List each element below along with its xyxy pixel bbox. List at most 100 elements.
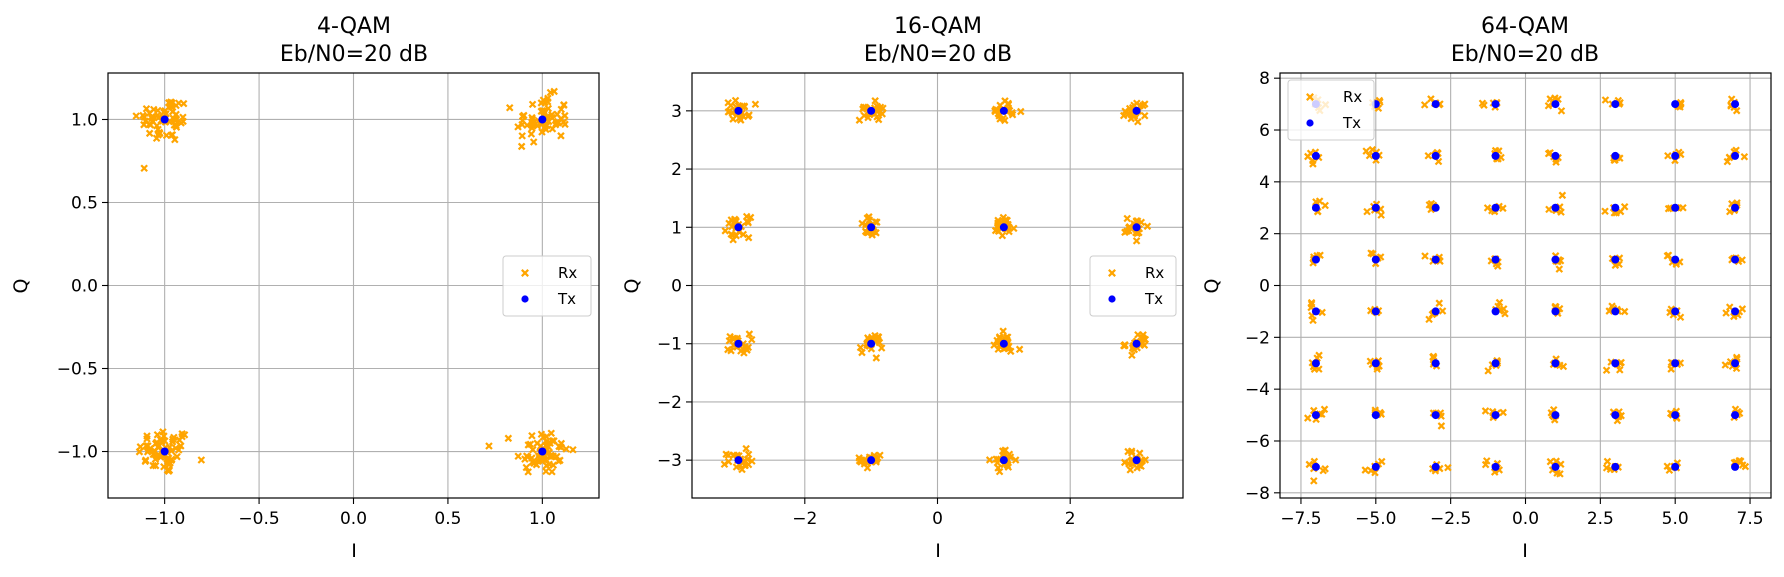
- marker-stroke: [1016, 107, 1025, 116]
- marker-stroke: [992, 105, 1000, 114]
- rx-point: [1605, 307, 1614, 315]
- rx-point: [727, 346, 735, 355]
- rx-point: [527, 130, 536, 138]
- marker-stroke: [547, 429, 556, 438]
- rx-point: [722, 450, 730, 459]
- marker-stroke: [1608, 302, 1616, 310]
- y-axis-label: Q: [1201, 279, 1223, 294]
- rx-point: [1732, 106, 1741, 115]
- marker-stroke: [177, 442, 185, 450]
- marker-stroke: [146, 444, 154, 453]
- rx-point: [562, 445, 570, 453]
- marker-stroke: [744, 218, 753, 227]
- rx-point: [544, 104, 553, 113]
- rx-point: [528, 431, 536, 440]
- y-tick-label: 3: [671, 102, 682, 122]
- legend: Rx Tx: [1287, 79, 1375, 141]
- marker-stroke: [173, 452, 181, 461]
- marker-stroke: [161, 106, 169, 115]
- plot-clip: [692, 73, 1183, 498]
- marker-stroke: [855, 454, 863, 462]
- rx-point: [1602, 366, 1611, 375]
- rx-point: [721, 227, 730, 235]
- marker-stroke: [1361, 466, 1370, 474]
- marker-stroke: [1304, 152, 1312, 161]
- tx-points: [1311, 100, 1740, 471]
- marker-stroke: [1732, 106, 1741, 115]
- y-tick-label: −8: [1245, 484, 1270, 504]
- rx-point: [557, 105, 566, 114]
- rx-point: [1676, 313, 1685, 322]
- marker-stroke: [856, 343, 865, 352]
- marker-stroke: [1126, 107, 1135, 116]
- rx-point: [1499, 408, 1507, 417]
- rx-point: [1557, 107, 1566, 115]
- tx-point: [1731, 151, 1740, 160]
- marker-stroke: [731, 96, 740, 105]
- tx-point: [1371, 255, 1380, 264]
- tx-point: [1371, 307, 1380, 316]
- y-tick-label: −3: [657, 451, 682, 471]
- rx-point: [140, 164, 148, 172]
- marker-stroke: [145, 120, 154, 128]
- tx-point: [1132, 223, 1141, 232]
- marker-stroke: [1377, 211, 1385, 219]
- rx-point: [751, 100, 760, 109]
- tx-point: [1731, 203, 1740, 212]
- marker-stroke: [527, 130, 536, 138]
- rx-point: [1015, 345, 1024, 354]
- marker-stroke: [742, 344, 750, 353]
- rx-point: [139, 111, 147, 120]
- rx-point: [554, 457, 563, 465]
- tx-point: [1431, 203, 1440, 212]
- x-tick-label: 0: [932, 509, 943, 529]
- y-tick-label: 1.0: [71, 110, 98, 130]
- marker-stroke: [1620, 307, 1629, 316]
- tx-point: [999, 456, 1008, 465]
- marker-stroke: [165, 117, 173, 126]
- marker-stroke: [745, 111, 753, 119]
- tx-point: [734, 339, 743, 348]
- rx-point: [159, 428, 167, 436]
- rx-point: [1735, 456, 1744, 465]
- rx-point: [1663, 252, 1672, 260]
- marker-stroke: [1425, 315, 1433, 324]
- marker-stroke: [163, 455, 171, 463]
- marker-stroke: [163, 466, 172, 474]
- tx-point: [1491, 462, 1500, 471]
- marker-stroke: [872, 354, 881, 362]
- tx-point: [1132, 456, 1141, 465]
- rx-point: [528, 121, 537, 130]
- marker-stroke: [485, 442, 493, 450]
- marker-stroke: [1006, 453, 1015, 461]
- marker-stroke: [518, 132, 526, 140]
- rx-point: [855, 454, 863, 462]
- marker-stroke: [172, 123, 181, 132]
- marker-stroke: [1135, 449, 1144, 457]
- rx-point: [546, 439, 554, 447]
- tx-point: [1611, 255, 1620, 264]
- rx-point: [1435, 299, 1444, 307]
- marker-stroke: [1318, 410, 1326, 419]
- marker-stroke: [528, 121, 537, 130]
- marker-stroke: [999, 114, 1007, 123]
- rx-point: [557, 132, 565, 140]
- rx-point: [504, 434, 513, 443]
- marker-stroke: [529, 138, 538, 146]
- x-axis-label: I: [351, 540, 357, 562]
- marker-stroke: [1140, 111, 1149, 120]
- rx-point: [529, 138, 538, 146]
- marker-stroke: [1143, 222, 1152, 231]
- marker-stroke: [1321, 465, 1329, 473]
- tx-point: [160, 115, 169, 124]
- rx-point: [167, 98, 175, 106]
- x-tick-label: 5.0: [1662, 509, 1689, 529]
- rx-point: [560, 101, 568, 109]
- marker-stroke: [524, 468, 532, 476]
- tx-point: [1371, 359, 1380, 368]
- marker-stroke: [1726, 357, 1735, 366]
- marker-stroke: [526, 440, 535, 449]
- marker-stroke: [1667, 365, 1675, 373]
- legend-rx-marker: [1108, 269, 1116, 277]
- marker-stroke: [994, 338, 1003, 347]
